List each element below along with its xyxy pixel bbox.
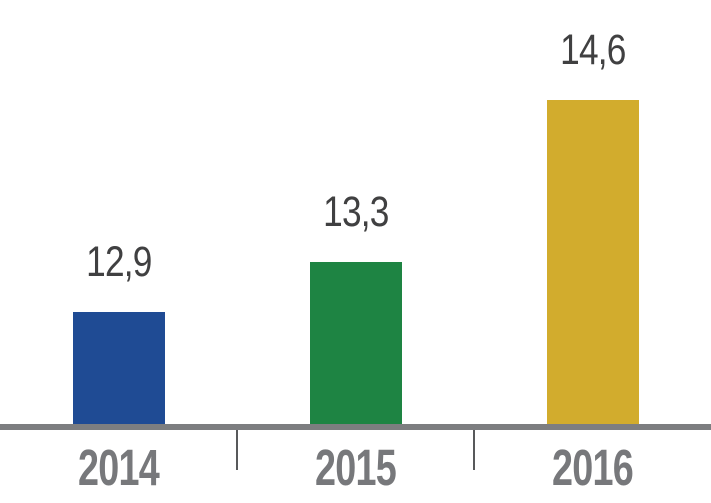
x-axis-tick xyxy=(236,430,238,470)
x-axis-label-2014: 2014 xyxy=(77,439,160,496)
chart-column-2014: 12,9 xyxy=(0,0,237,424)
x-axis-line xyxy=(0,424,711,430)
value-label-2016: 14,6 xyxy=(559,26,626,74)
chart-column-2015: 13,3 xyxy=(237,0,474,424)
x-axis: 2014 2015 2016 xyxy=(0,430,711,503)
x-axis-tick xyxy=(473,430,475,470)
x-axis-label-2015: 2015 xyxy=(314,439,397,496)
plot-area: 12,9 13,3 14,6 xyxy=(0,0,711,424)
value-label-2014: 12,9 xyxy=(85,238,152,286)
bar-2015 xyxy=(309,262,402,424)
chart-column-2016: 14,6 xyxy=(474,0,711,424)
x-axis-label-2016: 2016 xyxy=(551,439,634,496)
bar-2016 xyxy=(546,100,639,424)
value-label-2015: 13,3 xyxy=(322,188,389,236)
bar-2014 xyxy=(72,312,165,424)
